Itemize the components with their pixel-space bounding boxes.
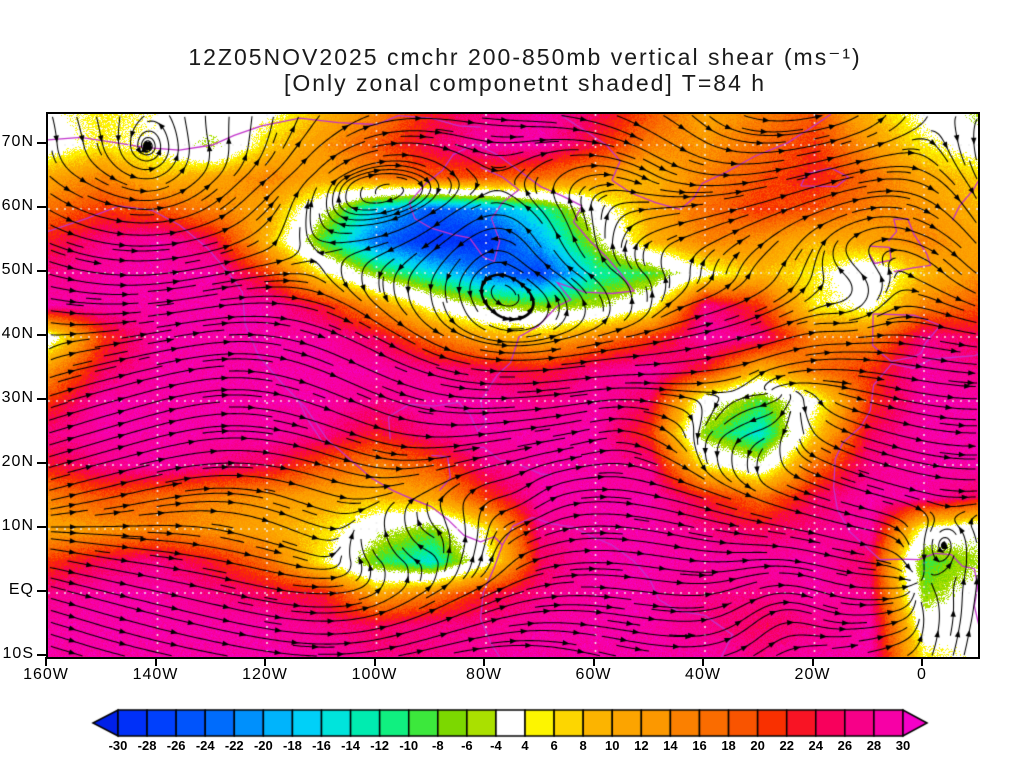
lon-tick-label: 100W [343,666,407,684]
lat-tick [37,270,46,272]
lon-tick [593,657,595,666]
lon-tick-label: 120W [233,666,297,684]
lon-tick [702,657,704,666]
lon-tick-label: 80W [452,666,516,684]
lon-tick [264,657,266,666]
lat-tick-label: EQ [0,581,34,599]
lat-tick-label: 70N [0,133,34,151]
lon-tick-label: 60W [562,666,626,684]
colorbar-canvas [86,706,938,738]
lon-tick [812,657,814,666]
lat-tick-label: 10N [0,517,34,535]
lat-tick [37,526,46,528]
weather-shear-chart: 12Z05NOV2025 cmchr 200-850mb vertical sh… [0,0,1024,768]
lat-tick [37,654,46,656]
lon-tick-label: 20W [781,666,845,684]
lon-tick [155,657,157,666]
lat-tick [37,462,46,464]
colorbar-label: 30 [885,738,921,753]
chart-title: 12Z05NOV2025 cmchr 200-850mb vertical sh… [0,44,1024,71]
lat-tick-label: 30N [0,389,34,407]
lat-tick-label: 60N [0,197,34,215]
lat-tick [37,398,46,400]
lon-tick [921,657,923,666]
map-frame [46,112,980,659]
lon-tick-label: 160W [14,666,78,684]
lat-tick [37,334,46,336]
lat-tick [37,206,46,208]
lat-tick-label: 10S [0,645,34,663]
lat-tick [37,590,46,592]
lon-tick-label: 40W [671,666,735,684]
lat-tick-label: 50N [0,261,34,279]
lon-tick-label: 140W [124,666,188,684]
lat-tick-label: 40N [0,325,34,343]
chart-subtitle: [Only zonal componetnt shaded] T=84 h [0,70,1024,97]
shear-map-canvas [48,114,978,657]
lon-tick [483,657,485,666]
lon-tick [374,657,376,666]
lat-tick-label: 20N [0,453,34,471]
lon-tick [45,657,47,666]
lon-tick-label: 0 [890,666,954,684]
lat-tick [37,142,46,144]
